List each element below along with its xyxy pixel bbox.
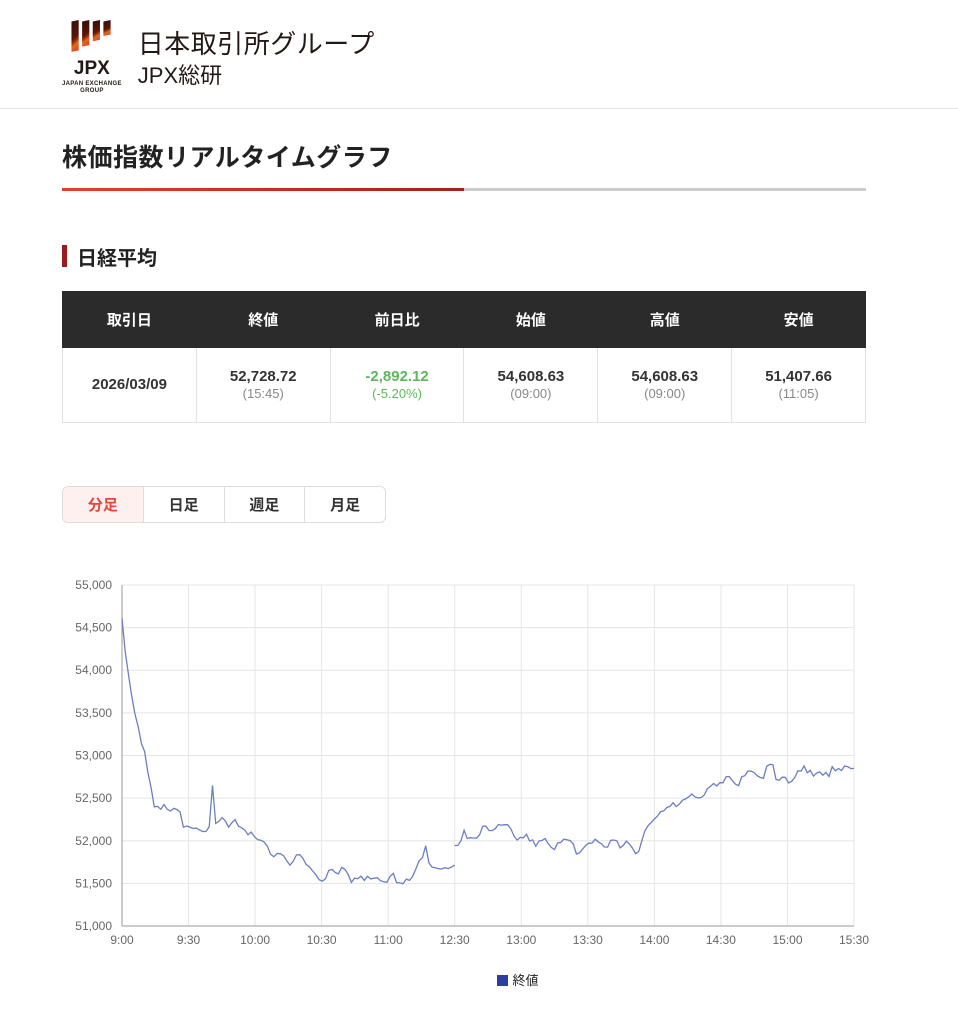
svg-text:52,500: 52,500 [75,791,112,805]
svg-text:55,000: 55,000 [75,578,112,592]
svg-text:10:30: 10:30 [307,933,337,947]
svg-text:54,500: 54,500 [75,620,112,634]
svg-text:13:00: 13:00 [506,933,536,947]
svg-text:9:30: 9:30 [177,933,201,947]
svg-text:15:00: 15:00 [772,933,802,947]
svg-text:52,000: 52,000 [75,834,112,848]
svg-text:54,000: 54,000 [75,663,112,677]
svg-text:15:30: 15:30 [839,933,869,947]
svg-text:10:00: 10:00 [240,933,270,947]
svg-text:14:00: 14:00 [639,933,669,947]
svg-text:12:30: 12:30 [440,933,470,947]
svg-text:14:30: 14:30 [706,933,736,947]
svg-text:13:30: 13:30 [573,933,603,947]
svg-text:51,500: 51,500 [75,876,112,890]
svg-text:53,000: 53,000 [75,748,112,762]
svg-text:11:00: 11:00 [374,933,403,947]
svg-text:9:00: 9:00 [110,933,134,947]
svg-text:51,000: 51,000 [75,919,112,933]
svg-text:53,500: 53,500 [75,706,112,720]
